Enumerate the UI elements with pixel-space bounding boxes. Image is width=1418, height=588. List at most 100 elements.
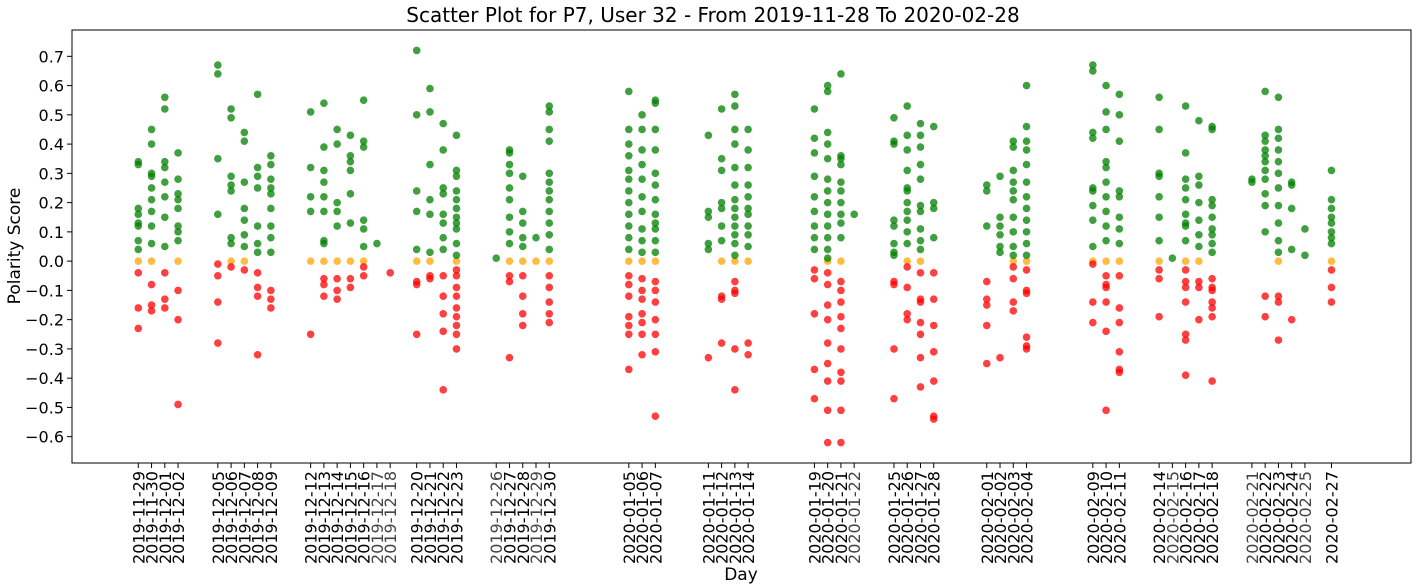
x-tick-label: 2020-02-24 <box>1283 471 1302 564</box>
negative-point <box>651 298 660 306</box>
positive-point <box>1009 242 1018 251</box>
positive-point <box>1022 137 1031 145</box>
positive-point <box>439 219 448 227</box>
positive-point <box>253 222 262 230</box>
negative-point <box>518 271 527 280</box>
positive-point <box>837 219 845 227</box>
positive-point <box>1115 187 1124 195</box>
positive-point <box>1102 108 1110 116</box>
positive-point <box>306 108 315 116</box>
positive-point <box>1181 210 1190 219</box>
positive-point <box>929 233 938 242</box>
y-tick-label: −0.3 <box>25 340 64 359</box>
negative-point <box>1022 345 1031 353</box>
neutral-point <box>1274 257 1283 265</box>
negative-point <box>982 321 991 330</box>
positive-point <box>333 140 341 148</box>
positive-point <box>452 251 461 260</box>
positive-point <box>996 222 1004 230</box>
negative-point <box>1089 298 1097 306</box>
positive-point <box>346 157 355 166</box>
positive-point <box>731 204 739 213</box>
positive-point <box>916 143 925 151</box>
neutral-point <box>359 257 368 265</box>
positive-point <box>147 222 156 230</box>
positive-point <box>412 245 421 254</box>
negative-point <box>147 301 156 309</box>
positive-point <box>1261 175 1269 184</box>
positive-point <box>1274 169 1283 178</box>
neutral-point <box>333 257 341 265</box>
positive-point <box>837 160 845 169</box>
negative-point <box>890 345 898 353</box>
positive-point <box>253 239 262 248</box>
negative-point <box>1181 336 1190 344</box>
positive-point <box>810 134 819 143</box>
positive-point <box>625 245 633 254</box>
neutral-point <box>1009 257 1018 265</box>
positive-point <box>823 222 832 230</box>
positive-point <box>240 128 249 137</box>
positive-point <box>1102 81 1110 90</box>
negative-point <box>1115 318 1124 327</box>
neutral-point <box>532 257 540 265</box>
positive-point <box>1022 160 1031 169</box>
positive-point <box>704 207 713 216</box>
neutral-point <box>452 257 461 265</box>
positive-point <box>1208 125 1216 134</box>
positive-point <box>359 137 368 145</box>
positive-point <box>890 113 898 122</box>
positive-point <box>214 70 222 78</box>
negative-point <box>837 286 845 295</box>
positive-point <box>638 236 646 245</box>
negative-point <box>320 274 328 283</box>
negative-point <box>1102 271 1110 280</box>
positive-point <box>174 204 182 213</box>
x-tick-label: 2019-12-30 <box>540 471 559 564</box>
positive-point <box>1115 225 1124 233</box>
y-tick-label: −0.1 <box>25 281 64 300</box>
positive-point <box>651 210 660 219</box>
positive-point <box>373 239 381 248</box>
y-tick-label: 0.0 <box>39 252 64 271</box>
x-tick-label: 2019-12-27 <box>500 471 519 564</box>
positive-point <box>505 213 514 222</box>
positive-point <box>1009 213 1018 222</box>
x-tick-label: 2019-12-18 <box>381 471 400 564</box>
positive-point <box>267 248 275 257</box>
positive-point <box>903 131 912 140</box>
positive-point <box>134 245 143 254</box>
negative-point <box>214 271 222 280</box>
x-tick-label: 2020-02-27 <box>1322 471 1341 564</box>
positive-point <box>982 222 991 230</box>
positive-point <box>346 190 355 198</box>
positive-point <box>717 236 726 245</box>
negative-point <box>1195 283 1203 292</box>
positive-point <box>1261 190 1269 198</box>
negative-point <box>982 301 991 309</box>
positive-point <box>545 178 554 186</box>
neutral-point <box>174 257 182 265</box>
positive-point <box>744 146 752 154</box>
positive-point <box>1287 181 1296 189</box>
positive-point <box>1327 195 1336 204</box>
x-tick-label: 2020-01-26 <box>898 471 917 564</box>
positive-point <box>638 192 646 201</box>
positive-point <box>731 251 739 260</box>
negative-point <box>320 280 328 289</box>
positive-point <box>1102 222 1110 230</box>
positive-point <box>823 233 832 242</box>
positive-point <box>1327 213 1336 222</box>
positive-point <box>439 190 448 198</box>
negative-point <box>810 274 819 283</box>
positive-point <box>518 219 527 227</box>
positive-point <box>903 166 912 175</box>
negative-point <box>810 365 819 374</box>
x-tick-label: 2020-02-11 <box>1110 471 1129 564</box>
positive-point <box>426 210 434 219</box>
negative-point <box>929 348 938 356</box>
positive-point <box>638 207 646 216</box>
positive-point <box>823 254 832 263</box>
positive-point <box>651 169 660 178</box>
x-tick-label: 2019-12-08 <box>249 471 268 564</box>
